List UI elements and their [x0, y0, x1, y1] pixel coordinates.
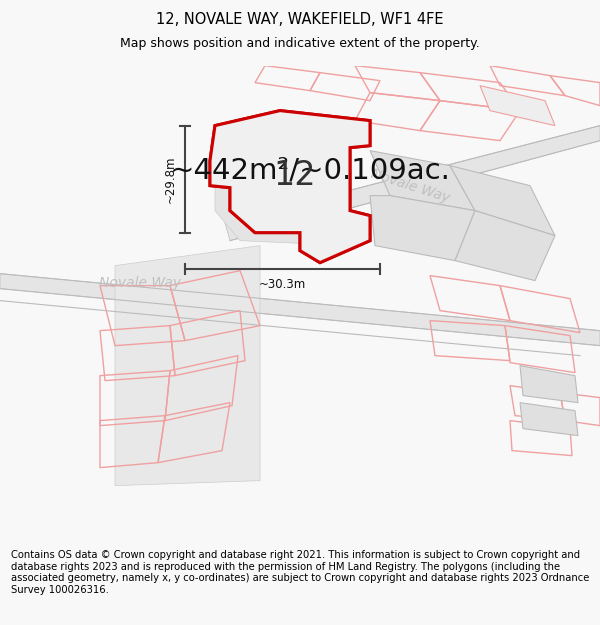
Text: 12: 12	[274, 159, 316, 192]
Polygon shape	[520, 402, 578, 436]
Polygon shape	[455, 211, 555, 281]
Text: 12, NOVALE WAY, WAKEFIELD, WF1 4FE: 12, NOVALE WAY, WAKEFIELD, WF1 4FE	[156, 11, 444, 26]
Text: Map shows position and indicative extent of the property.: Map shows position and indicative extent…	[120, 38, 480, 51]
Text: Contains OS data © Crown copyright and database right 2021. This information is : Contains OS data © Crown copyright and d…	[11, 550, 589, 595]
Polygon shape	[370, 151, 475, 211]
Polygon shape	[210, 111, 370, 262]
Polygon shape	[210, 111, 370, 262]
Text: ~30.3m: ~30.3m	[259, 278, 306, 291]
Text: Novale Way: Novale Way	[369, 166, 451, 205]
Polygon shape	[450, 166, 555, 236]
Polygon shape	[0, 274, 600, 346]
Polygon shape	[520, 366, 578, 403]
Text: ~29.8m: ~29.8m	[163, 156, 176, 203]
Text: Novale Way: Novale Way	[99, 276, 181, 289]
Polygon shape	[115, 246, 260, 486]
Polygon shape	[215, 126, 350, 246]
Polygon shape	[225, 126, 600, 241]
Polygon shape	[370, 196, 475, 261]
Polygon shape	[480, 86, 555, 126]
Text: ~442m²/~0.109ac.: ~442m²/~0.109ac.	[170, 157, 451, 184]
